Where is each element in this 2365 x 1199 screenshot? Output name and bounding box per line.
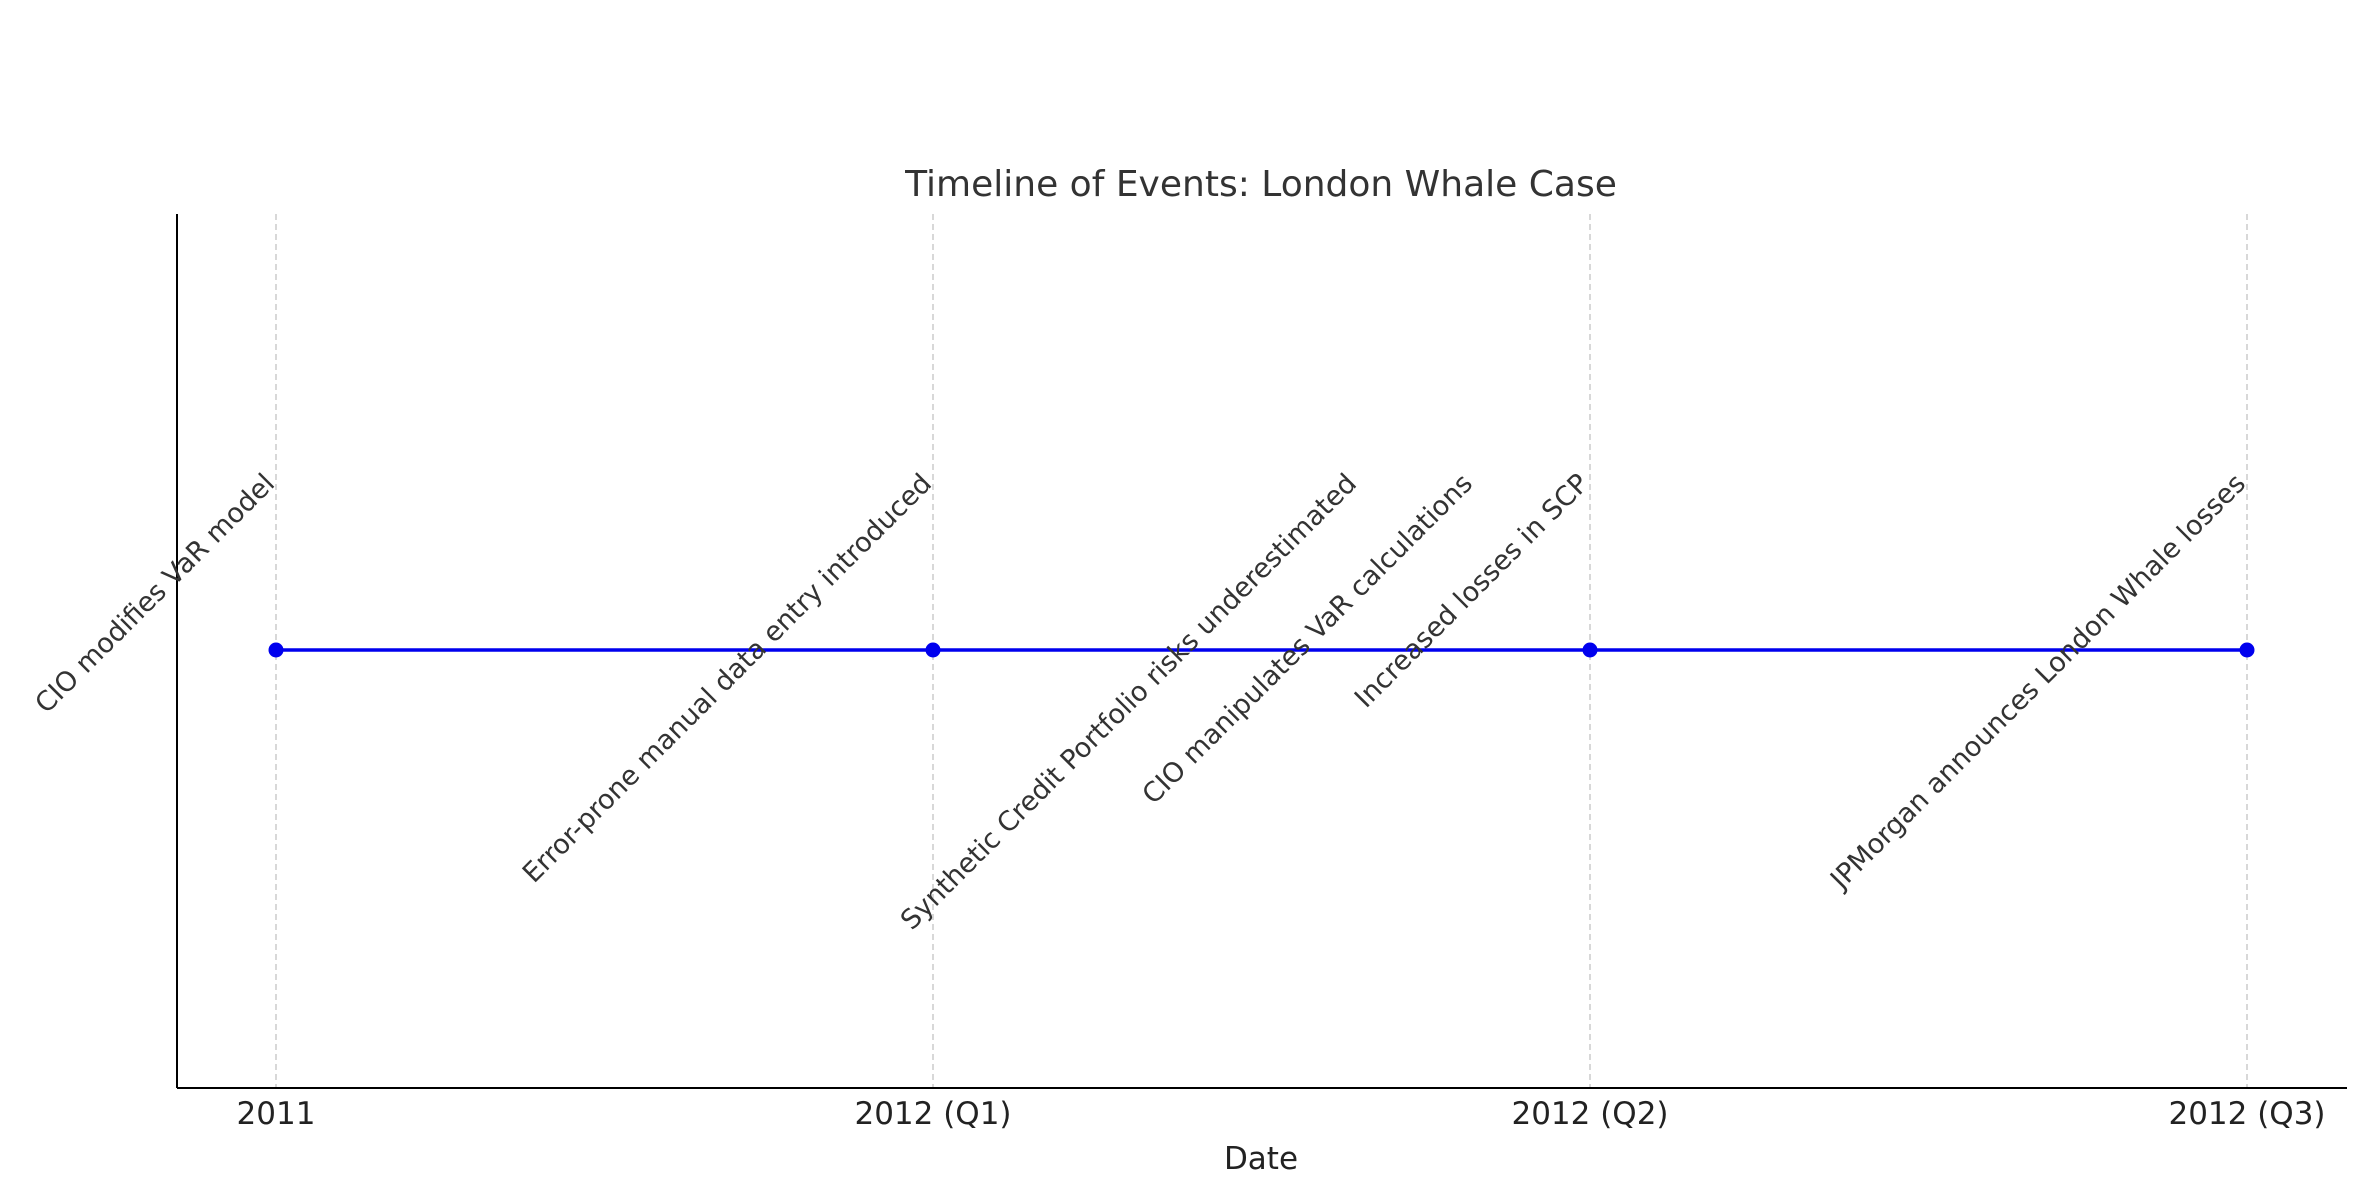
x-tick-label: 2012 (Q1) [854,1096,1011,1132]
event-label: CIO modifies VaR model [29,468,281,720]
grid-layer [275,214,2248,1088]
event-label-layer: CIO modifies VaR model Error-prone manual… [29,468,2252,936]
x-tick-label: 2012 (Q2) [1511,1096,1668,1132]
x-tick-layer: 2011 2012 (Q1) 2012 (Q2) 2012 (Q3) [237,1096,2326,1132]
data-point [925,642,941,658]
event-label: JPMorgan announces London Whale losses [1823,468,2252,897]
data-point [268,642,284,658]
event-label: Error-prone manual data entry introduced [517,468,938,889]
event-label: Increased losses in SCP [1349,468,1595,714]
event-label: Synthetic Credit Portfolio risks underes… [895,468,1363,936]
x-tick-label: 2012 (Q3) [2168,1096,2325,1132]
axis-layer [176,214,2347,1089]
x-tick-label: 2011 [237,1096,316,1132]
series-layer [268,642,2255,658]
chart-title: Timeline of Events: London Whale Case [904,164,1617,205]
data-point [1582,642,1598,658]
data-point [2239,642,2255,658]
x-axis-label: Date [1224,1141,1298,1177]
